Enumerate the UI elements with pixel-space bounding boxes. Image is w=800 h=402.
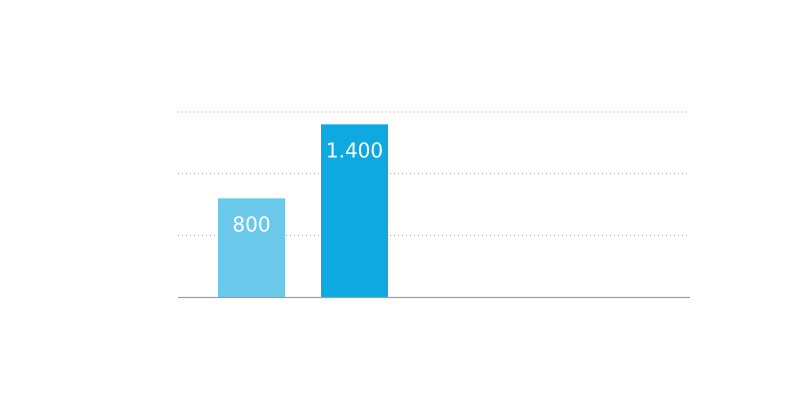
bar-2 xyxy=(321,124,388,297)
bar-value-label-1: 800 xyxy=(232,212,270,236)
bars xyxy=(218,124,388,297)
data-labels: 800 1.400 xyxy=(232,138,383,236)
bar-1 xyxy=(218,198,285,297)
bar-value-label-2: 1.400 xyxy=(326,138,383,162)
gridlines xyxy=(178,111,690,236)
